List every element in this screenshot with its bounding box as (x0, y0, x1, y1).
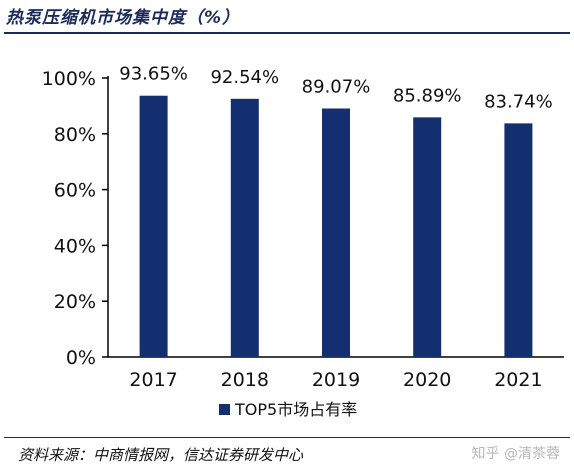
bar (504, 123, 533, 357)
y-tick-label: 80% (54, 124, 96, 146)
data-label: 85.89% (393, 85, 462, 106)
bar (230, 98, 259, 357)
watermark: 知乎 @清茶蓉 (471, 446, 560, 462)
chart-area: 0% 20% 40% 60% 80% 100% 93.65% 2017 92.54% 2018 89… (4, 36, 570, 434)
y-tick-label: 20% (54, 291, 96, 313)
source-divider (4, 437, 570, 438)
bar (322, 108, 350, 358)
x-tick-label: 2019 (312, 369, 360, 391)
y-tick-label: 60% (54, 180, 96, 202)
bar (413, 117, 442, 357)
y-tick-label: 0% (66, 347, 96, 369)
bar (139, 95, 168, 358)
data-label: 93.65% (119, 64, 188, 85)
x-tick-label: 2021 (494, 369, 542, 391)
x-tick-label: 2017 (129, 369, 177, 391)
data-label: 92.54% (210, 67, 279, 88)
y-tick-label: 40% (54, 235, 96, 257)
y-tick-label: 100% (42, 68, 96, 90)
bar-chart: 0% 20% 40% 60% 80% 100% 93.65% 2017 92.54% 2018 89… (42, 64, 564, 419)
title-underline (4, 32, 570, 34)
legend-label: TOP5市场占有率 (234, 400, 357, 419)
x-tick-label: 2020 (403, 369, 451, 391)
data-label: 89.07% (302, 76, 371, 97)
data-label: 83.74% (484, 91, 553, 112)
chart-title: 热泵压缩机市场集中度（%） (6, 8, 241, 28)
x-tick-label: 2018 (221, 369, 269, 391)
source-note: 资料来源：中商情报网，信达证券研发中心 (18, 446, 304, 464)
legend-swatch (219, 404, 230, 415)
